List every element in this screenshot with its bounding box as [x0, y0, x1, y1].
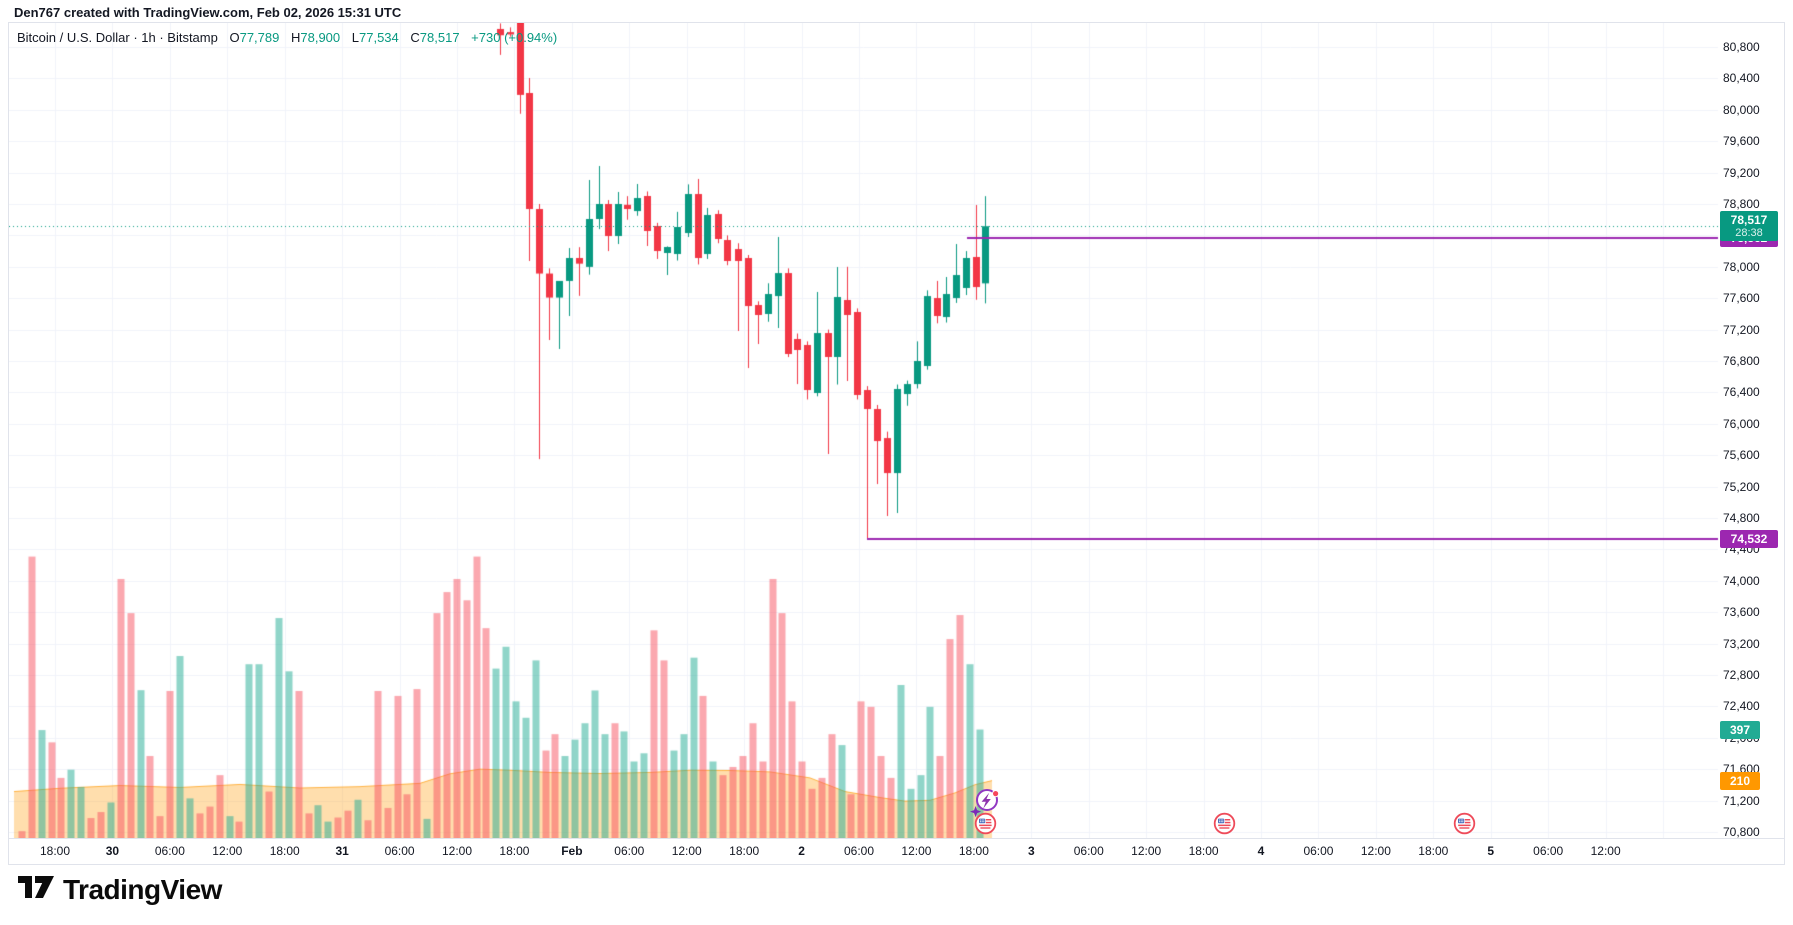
- time-axis-label: 30: [105, 844, 120, 858]
- time-axis-label: 18:00: [1188, 844, 1219, 858]
- candlestick-chart[interactable]: [9, 23, 1784, 838]
- time-axis-label: 12:00: [1131, 844, 1162, 858]
- time-axis-label: 06:00: [154, 844, 185, 858]
- time-axis-label: 12:00: [671, 844, 702, 858]
- time-axis-label: 18:00: [269, 844, 300, 858]
- time-axis-label: 06:00: [1073, 844, 1104, 858]
- time-axis-label: 12:00: [441, 844, 473, 858]
- time-axis-label: 18:00: [499, 844, 530, 858]
- time-axis-label: 06:00: [1303, 844, 1334, 858]
- time-axis-label: 18:00: [39, 844, 71, 858]
- us-flag-event-icon[interactable]: [1453, 812, 1476, 840]
- time-axis-label: Feb: [561, 844, 583, 858]
- close-value: 78,517: [419, 30, 460, 45]
- time-axis-label: 18:00: [958, 844, 989, 858]
- tradingview-logo[interactable]: TradingView: [18, 874, 222, 906]
- us-flag-event-icon[interactable]: [974, 812, 997, 840]
- time-axis-label: 3: [1027, 844, 1035, 858]
- time-axis-label: 18:00: [729, 844, 760, 858]
- time-axis-label: 06:00: [614, 844, 645, 858]
- low-label: L: [351, 30, 359, 45]
- time-axis-label: 12:00: [212, 844, 243, 858]
- time-axis-label: 06:00: [1533, 844, 1564, 858]
- time-axis-label: 5: [1487, 844, 1495, 858]
- attribution-text: Den767 created with TradingView.com, Feb…: [14, 5, 402, 20]
- tradingview-logo-text: TradingView: [63, 874, 222, 905]
- time-axis-label: 4: [1257, 844, 1265, 858]
- high-value: 78,900: [300, 30, 341, 45]
- open-value: 77,789: [239, 30, 280, 45]
- time-axis-label: 06:00: [844, 844, 875, 858]
- low-value: 77,534: [359, 30, 399, 45]
- tradingview-logo-icon: [18, 876, 54, 904]
- time-axis-label: 31: [335, 844, 349, 858]
- open-label: O: [229, 30, 240, 45]
- time-axis-label: 2: [798, 844, 805, 858]
- time-axis-label: 12:00: [1590, 844, 1621, 858]
- chart-frame: Bitcoin / U.S. Dollar · 1h · Bitstamp O7…: [8, 22, 1785, 865]
- time-axis[interactable]: 18:00 30 06:00 12:00 18:00 31 06:00 12:00 18:00 F…: [9, 838, 1784, 864]
- symbol-legend[interactable]: Bitcoin / U.S. Dollar · 1h · Bitstamp O7…: [17, 30, 557, 45]
- symbol-title: Bitcoin / U.S. Dollar · 1h · Bitstamp: [17, 30, 218, 45]
- close-label: C: [410, 30, 420, 45]
- time-axis-label: 12:00: [901, 844, 932, 858]
- time-axis-label: 06:00: [384, 844, 415, 858]
- change-value: +730 (+0.94%): [471, 30, 558, 45]
- flash-event-icon[interactable]: [968, 787, 1002, 826]
- us-flag-event-icon[interactable]: [1213, 812, 1236, 840]
- time-axis-label: 12:00: [1360, 844, 1391, 858]
- time-axis-label: 18:00: [1418, 844, 1449, 858]
- high-label: H: [290, 30, 301, 45]
